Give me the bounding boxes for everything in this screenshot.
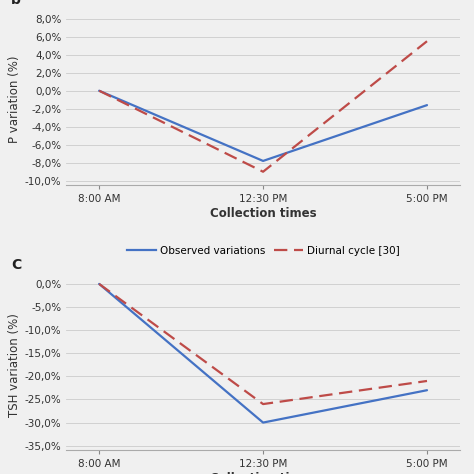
Y-axis label: TSH variation (%): TSH variation (%) bbox=[8, 313, 20, 417]
Text: C: C bbox=[11, 258, 21, 273]
X-axis label: Collection times: Collection times bbox=[210, 472, 316, 474]
Legend: Observed variations, Diurnal cycle [30]: Observed variations, Diurnal cycle [30] bbox=[122, 242, 404, 260]
X-axis label: Collection times: Collection times bbox=[210, 207, 316, 220]
Y-axis label: P variation (%): P variation (%) bbox=[8, 56, 21, 144]
Text: b: b bbox=[11, 0, 21, 8]
